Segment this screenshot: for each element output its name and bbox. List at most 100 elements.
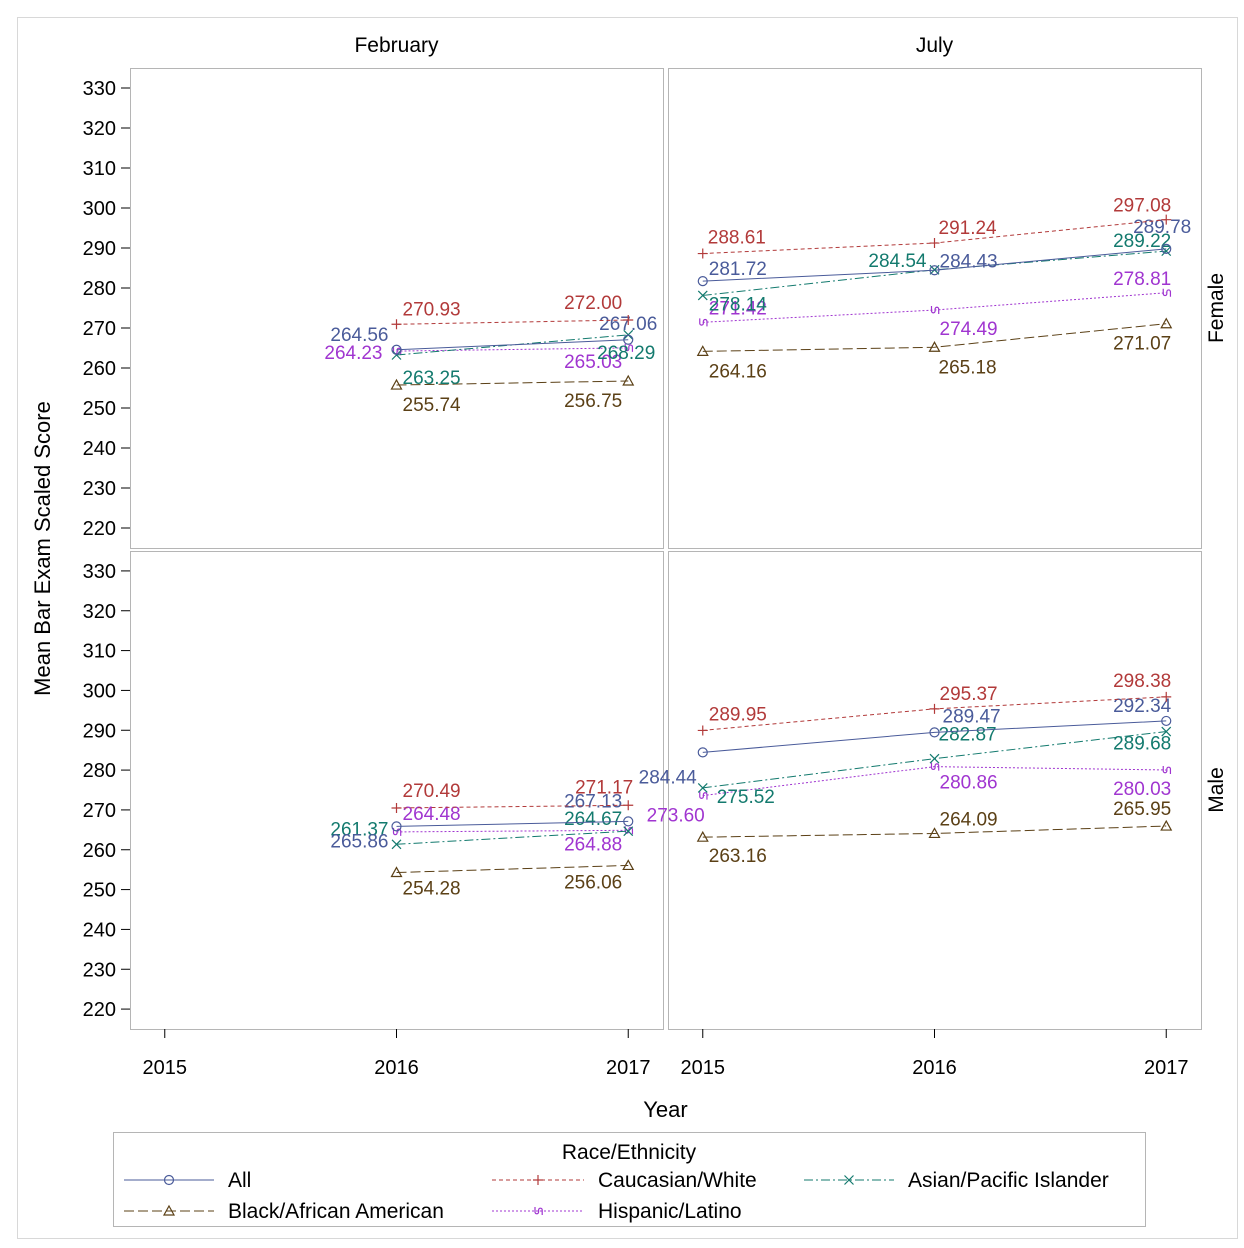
data-label-all: 264.56	[330, 325, 388, 346]
y-tick-label: 240	[83, 438, 116, 460]
data-label-hispanic-latino: 273.60	[647, 806, 705, 827]
y-tick-label: 270	[83, 800, 116, 822]
legend-marker-all	[163, 1174, 175, 1186]
series-line-all	[396, 339, 629, 351]
y-tick-label: 320	[83, 118, 116, 140]
legend-item-all: All	[124, 1169, 251, 1192]
data-point-asian-pacific-islander	[391, 839, 402, 850]
y-tick-label: 300	[83, 680, 116, 702]
series-black-african-american: 254.28 256.06	[390, 859, 635, 900]
data-label-black-african-american: 271.07	[1113, 334, 1171, 355]
data-point-asian-pacific-islander	[391, 350, 402, 360]
data-point-hispanic-latino	[392, 827, 402, 836]
data-label-asian-pacific-islander: 275.52	[717, 787, 775, 808]
legend: Race/Ethnicity All Caucasian/White Asian/Pa…	[113, 1132, 1146, 1227]
legend-label-asian-pacific-islander: Asian/Pacific Islander	[908, 1169, 1109, 1192]
series-line-hispanic-latino	[396, 829, 629, 833]
series-line-black-african-american	[702, 825, 1167, 838]
data-point-hispanic-latino	[1162, 765, 1172, 774]
series-hispanic-latino: 264.23 265.03	[324, 343, 634, 373]
data-point-hispanic-latino	[699, 318, 708, 327]
data-label-black-african-american: 255.74	[403, 395, 462, 416]
legend-marker-black-african-american	[162, 1204, 176, 1216]
data-label-caucasian-white: 270.93	[403, 299, 461, 320]
y-tick-label: 230	[83, 959, 116, 981]
data-point-caucasian-white	[929, 238, 940, 249]
data-point-all	[929, 265, 940, 276]
data-label-asian-pacific-islander: 264.67	[564, 809, 622, 830]
series-caucasian-white: 270.93 272.00	[391, 293, 634, 330]
data-point-all	[391, 821, 402, 832]
series-line-asian-pacific-islander	[396, 334, 629, 356]
legend-item-asian-pacific-islander: Asian/Pacific Islander	[804, 1169, 1109, 1192]
panel-border-july-female	[668, 68, 1202, 549]
data-label-asian-pacific-islander: 261.37	[330, 819, 388, 840]
page-frame	[17, 17, 1238, 1239]
y-tick-label: 260	[83, 840, 116, 862]
data-point-all	[697, 747, 708, 758]
series-line-all	[702, 248, 1167, 282]
data-point-caucasian-white	[697, 725, 708, 736]
legend-item-black-african-american: Black/African American	[124, 1200, 444, 1223]
data-point-black-african-american	[696, 345, 709, 356]
series-caucasian-white: 289.95 295.37 298.38	[697, 671, 1172, 736]
series-line-caucasian-white	[702, 219, 1167, 255]
series-all: 284.44 289.47 292.34	[639, 696, 1172, 788]
x-tick-label: 2015	[681, 1057, 726, 1079]
series-line-asian-pacific-islander	[702, 731, 1167, 789]
data-point-black-african-american	[390, 866, 403, 878]
data-label-all: 265.86	[330, 831, 388, 852]
column-header-february: February	[354, 34, 439, 57]
y-axis-title: Mean Bar Exam Scaled Score	[30, 401, 55, 696]
data-label-black-african-american: 265.18	[939, 357, 997, 378]
series-line-asian-pacific-islander	[396, 830, 629, 845]
y-tick-label: 330	[83, 78, 116, 100]
data-point-asian-pacific-islander	[929, 753, 940, 764]
legend-item-hispanic-latino: Hispanic/Latino	[492, 1200, 742, 1223]
data-point-caucasian-white	[929, 703, 940, 714]
y-tick-label: 240	[83, 919, 116, 941]
series-hispanic-latino: 264.48 264.88	[392, 804, 634, 855]
data-point-all	[697, 276, 708, 287]
series-black-african-american: 255.74 256.75	[390, 374, 635, 416]
data-point-asian-pacific-islander	[1161, 246, 1172, 257]
y-tick-label: 290	[83, 720, 116, 742]
series-black-african-american: 263.16 264.09 265.95	[696, 799, 1173, 867]
data-label-caucasian-white: 271.17	[575, 777, 633, 798]
legend-label-all: All	[228, 1169, 251, 1192]
series-asian-pacific-islander: 261.37 264.67	[330, 809, 634, 850]
x-tick-label: 2015	[143, 1057, 188, 1079]
data-label-hispanic-latino: 265.03	[564, 352, 622, 373]
data-label-hispanic-latino: 274.49	[940, 319, 998, 340]
y-tick-label: 310	[83, 158, 116, 180]
data-label-caucasian-white: 298.38	[1113, 671, 1171, 692]
data-point-caucasian-white	[391, 802, 402, 813]
x-axis-title: Year	[643, 1097, 687, 1122]
legend-label-caucasian-white: Caucasian/White	[598, 1169, 757, 1192]
data-point-caucasian-white	[697, 248, 708, 259]
data-label-all: 284.43	[940, 251, 998, 272]
data-point-black-african-american	[622, 374, 635, 386]
data-point-black-african-american	[622, 859, 635, 871]
series-hispanic-latino: 273.60 280.86 280.03	[647, 762, 1172, 827]
data-point-all	[1161, 715, 1172, 727]
data-label-hispanic-latino: 264.88	[564, 834, 622, 855]
series-line-black-african-american	[396, 864, 629, 874]
data-label-all: 292.34	[1113, 696, 1172, 717]
data-point-hispanic-latino	[624, 343, 634, 352]
data-point-caucasian-white	[623, 315, 634, 325]
y-tick-label: 280	[83, 278, 116, 300]
series-line-caucasian-white	[396, 804, 629, 809]
y-tick-label: 260	[83, 358, 116, 380]
panel-july-male: 263.16 264.09 265.95 273.60 280.86 280.03 275.…	[639, 671, 1173, 867]
y-tick-label: 280	[83, 760, 116, 782]
data-label-all: 267.13	[564, 791, 622, 812]
data-point-asian-pacific-islander	[697, 290, 708, 301]
data-label-hispanic-latino: 280.03	[1113, 779, 1171, 800]
y-tick-label: 330	[83, 561, 116, 583]
data-label-black-african-american: 265.95	[1113, 799, 1171, 820]
legend-marker-caucasian-white	[533, 1175, 543, 1185]
